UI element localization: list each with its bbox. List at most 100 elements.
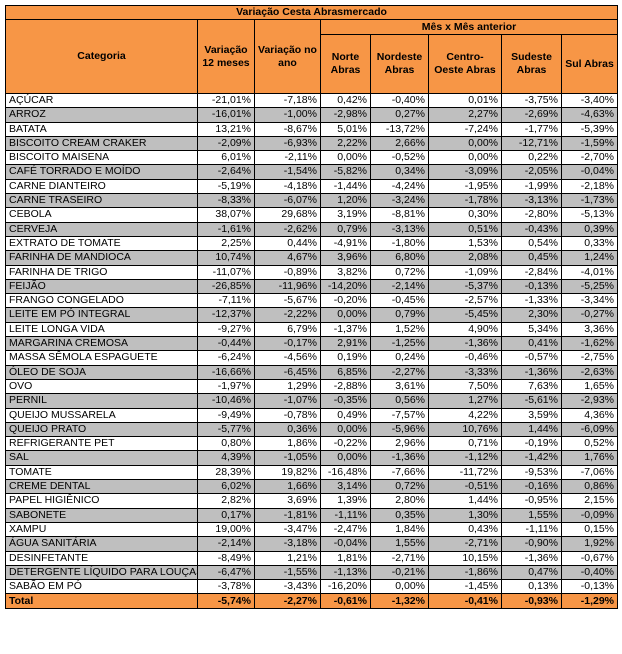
value-cell: -0,90% [501,536,562,552]
value-cell: -0,40% [560,564,619,581]
category-cell: CEBOLA [5,207,198,223]
total-value: -0,93% [501,593,562,610]
value-cell: -1,78% [428,193,502,209]
value-cell: -2,11% [254,150,321,166]
value-cell: -9,49% [197,407,255,423]
value-cell: -21,01% [197,92,255,109]
value-cell: 4,36% [560,407,619,423]
value-cell: -13,72% [370,121,429,137]
total-value: -1,29% [560,593,619,610]
category-cell: SABONETE [5,507,198,523]
value-cell: 0,15% [560,521,619,538]
column-header: Variação no ano [254,19,321,94]
value-cell: 1,27% [428,393,502,409]
value-cell: -5,96% [370,421,429,438]
value-cell: -12,71% [501,135,562,152]
category-cell: PAPEL HIGIÊNICO [5,493,198,509]
value-cell: 2,15% [560,493,619,509]
value-cell: -9,27% [197,321,255,338]
category-cell: TOMATE [5,464,198,481]
value-cell: -1,97% [197,378,255,395]
value-cell: 0,42% [320,92,371,109]
value-cell: 1,21% [254,550,321,566]
value-cell: 0,30% [428,207,502,223]
value-cell: 0,52% [560,436,619,452]
value-cell: -2,80% [501,207,562,223]
value-cell: -2,88% [320,378,371,395]
value-cell: 29,68% [254,207,321,223]
data-row: PAPEL HIGIÊNICO 2,82% 3,69% 1,39% 2,80% 1,44%… [5,493,619,509]
value-cell: -2,14% [370,278,429,295]
value-cell: -0,51% [428,479,502,495]
category-cell: XAMPU [5,521,198,538]
column-header: Norte Abras [320,34,371,94]
value-cell: -0,57% [501,350,562,366]
data-row: QUEIJO MUSSARELA -9,49% -0,78% 0,49% -7,57% 4… [5,407,619,423]
value-cell: -1,42% [501,450,562,466]
value-cell: 1,55% [370,536,429,552]
category-cell: MARGARINA CREMOSA [5,336,198,352]
value-cell: -3,34% [560,293,619,309]
data-row: FARINHA DE MANDIOCA 10,74% 4,67% 3,96% 6,80%… [5,250,619,266]
value-cell: -2,05% [501,164,562,180]
total-value: -0,41% [428,593,502,610]
value-cell: 2,91% [320,336,371,352]
value-cell: 1,55% [501,507,562,523]
value-cell: 38,07% [197,207,255,223]
value-cell: -0,17% [254,336,321,352]
value-cell: -1,12% [428,450,502,466]
value-cell: 0,00% [320,150,371,166]
value-cell: 2,08% [428,250,502,266]
category-cell: BATATA [5,121,198,137]
value-cell: 6,85% [320,364,371,380]
value-cell: -3,24% [370,193,429,209]
value-cell: 5,34% [501,321,562,338]
value-cell: -7,18% [254,92,321,109]
data-row: ÁGUA SANITÁRIA -2,14% -3,18% -0,04% 1,55% -2,… [5,536,619,552]
category-cell: FARINHA DE MANDIOCA [5,250,198,266]
value-cell: -6,07% [254,193,321,209]
value-cell: -0,52% [370,150,429,166]
category-cell: SAL [5,450,198,466]
data-row: CAFÉ TORRADO E MOÍDO -2,64% -1,54% -5,82% 0,… [5,164,619,180]
value-cell: -5,77% [197,421,255,438]
value-cell: 4,22% [428,407,502,423]
value-cell: -16,01% [197,107,255,123]
category-cell: FEIJÃO [5,278,198,295]
data-row: FARINHA DE TRIGO -11,07% -0,89% 3,82% 0,72% -… [5,264,619,280]
value-cell: 1,76% [560,450,619,466]
value-cell: -1,00% [254,107,321,123]
value-cell: 2,27% [428,107,502,123]
value-cell: 0,79% [370,307,429,323]
value-cell: 2,22% [320,135,371,152]
value-cell: -2,62% [254,221,321,237]
value-cell: -10,46% [197,393,255,409]
data-row: SABÃO EM PÓ -3,78% -3,43% -16,20% 0,00% -1,45… [5,579,619,595]
value-cell: -0,04% [560,164,619,180]
value-cell: -1,80% [370,235,429,252]
value-cell: -7,11% [197,293,255,309]
total-value: -5,74% [197,593,255,610]
value-cell: 0,00% [320,421,371,438]
category-cell: CREME DENTAL [5,479,198,495]
value-cell: -5,67% [254,293,321,309]
value-cell: -2,71% [428,536,502,552]
category-cell: ÁGUA SANITÁRIA [5,536,198,552]
value-cell: -4,91% [320,235,371,252]
data-row: QUEIJO PRATO -5,77% 0,36% 0,00% -5,96% 10,76%… [5,421,619,438]
value-cell: 0,22% [501,150,562,166]
value-cell: 1,29% [254,378,321,395]
value-cell: -0,04% [320,536,371,552]
value-cell: -1,11% [501,521,562,538]
value-cell: 0,71% [428,436,502,452]
value-cell: 3,69% [254,493,321,509]
value-cell: 1,52% [370,321,429,338]
value-cell: 1,39% [320,493,371,509]
value-cell: -3,43% [254,579,321,595]
value-cell: 6,79% [254,321,321,338]
value-cell: -2,64% [197,164,255,180]
category-cell: OVO [5,378,198,395]
value-cell: -5,39% [560,121,619,137]
value-cell: 0,45% [501,250,562,266]
value-cell: 13,21% [197,121,255,137]
